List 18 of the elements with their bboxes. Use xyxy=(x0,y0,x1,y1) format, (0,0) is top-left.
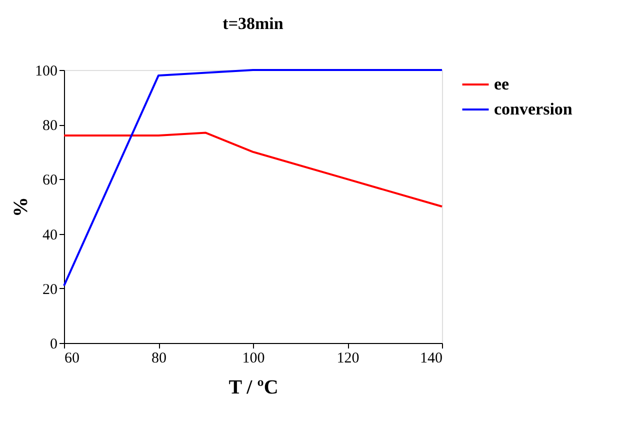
x-tick-label: 80 xyxy=(152,350,166,366)
y-tick-label: 40 xyxy=(42,227,58,244)
line-series xyxy=(63,132,443,208)
legend-label: conversion xyxy=(494,100,573,118)
y-tick-label: 80 xyxy=(42,118,58,134)
y-tick-label: 100 xyxy=(35,64,58,80)
y-tick-label: 0 xyxy=(50,336,58,352)
line-series xyxy=(63,69,443,287)
y-tick-label: 20 xyxy=(42,282,58,298)
x-axis-title: T / ºC xyxy=(228,376,278,398)
x-tick-label: 140 xyxy=(420,350,442,366)
x-tick-label: 60 xyxy=(64,350,80,366)
x-tick-label: 120 xyxy=(336,350,360,366)
legend-label: ee xyxy=(494,74,510,94)
y-tick-label: 60 xyxy=(42,172,58,189)
x-tick-label: 100 xyxy=(242,350,265,366)
y-axis-title: % xyxy=(10,197,32,217)
chart-title: t=38min xyxy=(222,14,284,33)
